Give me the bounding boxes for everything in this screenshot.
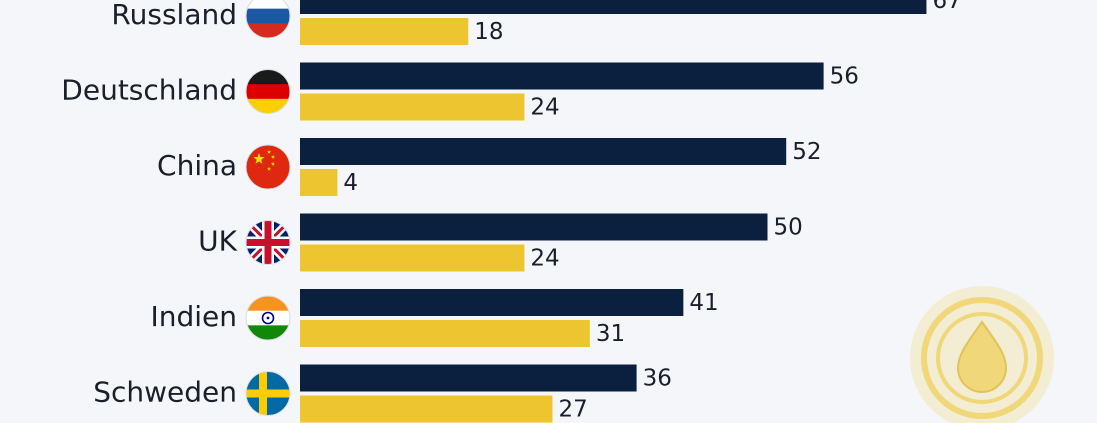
bar-series-1 (300, 289, 684, 316)
category-label: Russland (111, 0, 237, 31)
category-row-russland: Russland 67 18 (111, 0, 962, 45)
bar-series-1 (300, 138, 787, 165)
bar-series-2 (300, 93, 525, 121)
flag-germany-icon (245, 69, 291, 114)
bar-series-1 (300, 62, 824, 90)
flag-russia-icon (245, 0, 291, 39)
value-label: 24 (530, 246, 559, 272)
bar-series-2 (300, 18, 469, 45)
oil-drop-pin-icon (910, 286, 1054, 423)
category-row-indien: Indien 41 31 (150, 289, 719, 347)
category-row-schweden: Schweden 36 27 (93, 364, 672, 423)
value-label: 18 (474, 19, 503, 45)
flag-sweden-icon (245, 371, 291, 416)
category-label: Indien (150, 300, 237, 333)
category-row-uk: UK 50 24 (198, 213, 803, 272)
category-label: Deutschland (61, 74, 237, 107)
bar-series-2 (300, 244, 525, 272)
flag-uk-icon (245, 220, 291, 265)
flag-india-icon (245, 295, 291, 341)
bar-series-2 (300, 395, 553, 423)
value-label: 41 (689, 290, 718, 316)
value-label: 52 (792, 139, 821, 165)
bar-series-1 (300, 213, 768, 241)
bar-series-1 (300, 0, 927, 14)
category-label: China (157, 149, 237, 182)
category-label: UK (198, 225, 237, 258)
bar-series-2 (300, 320, 590, 347)
category-label: Schweden (93, 376, 237, 409)
value-label: 4 (343, 170, 358, 196)
category-row-deutschland: Deutschland 56 24 (61, 62, 859, 121)
value-label: 36 (643, 366, 672, 392)
value-label: 67 (932, 0, 961, 14)
value-label: 27 (558, 397, 587, 423)
bar-series-2 (300, 169, 338, 196)
category-row-china: China 52 4 (157, 138, 821, 196)
value-label: 24 (530, 95, 559, 121)
value-label: 56 (830, 64, 859, 90)
bar-series-1 (300, 364, 637, 392)
flag-china-icon (245, 144, 291, 190)
value-label: 31 (596, 321, 625, 347)
value-label: 50 (774, 215, 803, 241)
